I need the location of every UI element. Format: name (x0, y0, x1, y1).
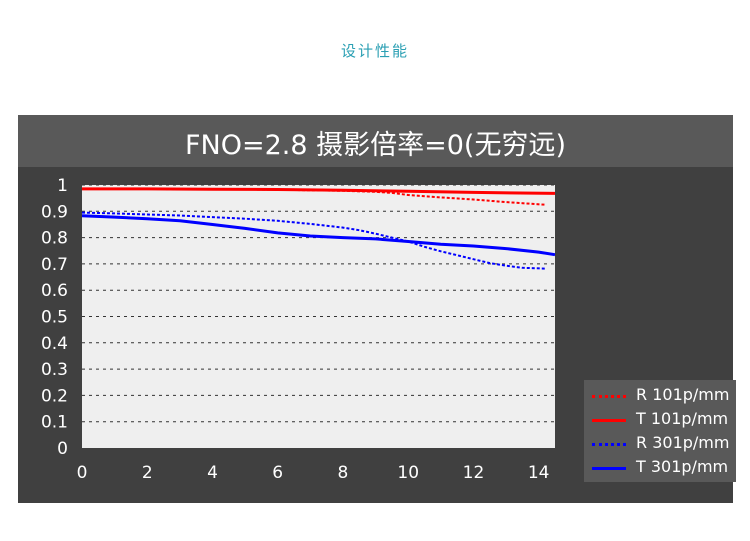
legend-swatch (592, 467, 626, 470)
series-lines (81, 187, 556, 270)
y-tick-labels: 0 0.1 0.2 0.3 0.4 0.5 0.6 0.7 0.8 0.9 1 (41, 176, 68, 459)
legend-swatch (592, 395, 626, 398)
x-tick-label: 2 (142, 463, 153, 483)
y-tick-label: 0.3 (41, 360, 68, 380)
legend-item: T 101p/mm (592, 407, 734, 431)
legend-swatch (592, 419, 626, 422)
x-tick-label: 10 (397, 463, 419, 483)
legend-item: R 101p/mm (592, 383, 734, 407)
y-tick-label: 1 (57, 176, 68, 196)
chart-panel: FNO=2.8 摄影倍率=0(无穷远) 0 2 4 6 8 10 12 14 0 0.1 0.2 0… (18, 115, 736, 503)
chart-legend: R 101p/mm T 101p/mm R 301p/mm T 301p/mm (584, 380, 736, 482)
y-tick-label: 0.7 (41, 255, 68, 275)
legend-label: T 101p/mm (636, 409, 729, 428)
series-line (82, 187, 556, 195)
legend-label: R 101p/mm (636, 385, 730, 404)
y-tick-label: 0.5 (41, 308, 68, 328)
legend-label: R 301p/mm (636, 433, 730, 452)
x-tick-label: 4 (207, 463, 218, 483)
x-tick-labels: 0 2 4 6 8 10 12 14 (77, 463, 550, 483)
x-tick-label: 8 (338, 463, 349, 483)
page-heading: 设计性能 (340, 42, 409, 60)
x-tick-label: 14 (528, 463, 550, 483)
y-tick-label: 0 (57, 439, 68, 459)
series-line (81, 214, 556, 257)
y-tick-label: 0.4 (41, 334, 68, 354)
y-tick-label: 0.8 (41, 229, 68, 249)
legend-item: T 301p/mm (592, 455, 734, 479)
mtf-chart: 0 2 4 6 8 10 12 14 0 0.1 0.2 0.3 0.4 0.5 0.6 0.7 0.8 0.9… (41, 176, 556, 483)
legend-swatch (592, 443, 626, 446)
y-tick-label: 0.1 (41, 413, 68, 433)
grid-lines (82, 184, 555, 423)
legend-item: R 301p/mm (592, 431, 734, 455)
x-tick-label: 0 (77, 463, 88, 483)
y-tick-label: 0.6 (41, 281, 68, 301)
chart-title: FNO=2.8 摄影倍率=0(无穷远) (185, 130, 566, 161)
series-line (81, 211, 546, 270)
x-tick-label: 12 (463, 463, 485, 483)
y-tick-label: 0.9 (41, 202, 68, 222)
x-tick-label: 6 (272, 463, 283, 483)
chart-title-bar: FNO=2.8 摄影倍率=0(无穷远) (18, 115, 733, 167)
legend-label: T 301p/mm (636, 457, 729, 476)
y-tick-label: 0.2 (41, 386, 68, 406)
